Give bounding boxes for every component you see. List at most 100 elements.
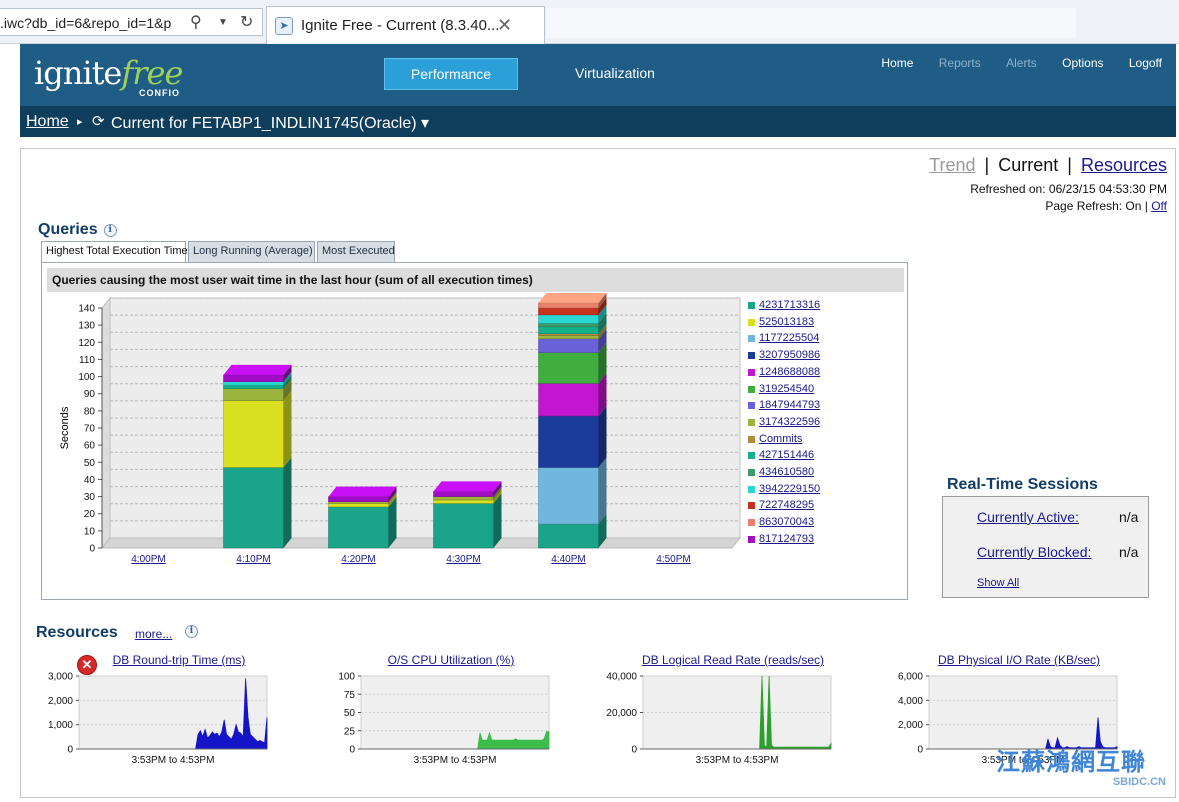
y-tick-label: 4,000	[898, 696, 923, 707]
y-tick-label: 120	[78, 338, 95, 349]
legend-swatch	[748, 452, 755, 460]
legend-label[interactable]: 817124793	[759, 532, 815, 545]
logo-text: ignitefree	[34, 54, 183, 92]
nav-logoff[interactable]: Logoff	[1128, 56, 1162, 70]
refreshed-on: Refreshed on: 06/23/15 04:53:30 PM	[970, 182, 1167, 196]
queries-stacked-bar-chart: 0 10 20 30 40 50 60 70 80 90 100 110 120 130 140 Second…	[59, 293, 742, 565]
nav-reports[interactable]: Reports	[938, 56, 981, 70]
browser-chrome: .iwc?db_id=6&repo_id=1&p ⚲ ▼ ↻ ➤ Ignite …	[0, 0, 1179, 44]
bar-segment-863070043	[538, 302, 599, 309]
mini-chart-title[interactable]: DB Physical I/O Rate (KB/sec)	[937, 653, 1101, 667]
mini-chart-title[interactable]: O/S CPU Utilization (%)	[387, 653, 515, 667]
legend-label[interactable]: 319254540	[759, 382, 815, 395]
legend-label[interactable]: 3207950986	[759, 349, 821, 362]
legend-label[interactable]: 1847944793	[759, 399, 821, 412]
bar-segment-817124793	[433, 491, 494, 497]
info-icon[interactable]: i	[185, 625, 198, 638]
tab-highest-total[interactable]: Highest Total Execution Time	[41, 241, 188, 263]
app-header: ignitefree CONFIO Performance Virtualiza…	[20, 44, 1176, 106]
address-url[interactable]: .iwc?db_id=6&repo_id=1&p	[0, 15, 172, 31]
y-tick-label: 20	[84, 509, 96, 520]
currently-blocked-link[interactable]: Currently Blocked:	[977, 544, 1092, 560]
x-tick-label[interactable]: 4:30PM	[446, 554, 480, 565]
bar-side-722748295	[598, 298, 607, 315]
resources-more-link[interactable]: more...	[135, 627, 173, 641]
x-tick-label[interactable]: 4:50PM	[656, 554, 690, 565]
y-tick-label: 1,000	[48, 720, 73, 731]
y-tick-label: 3,000	[48, 672, 73, 683]
bar-segment-3174322596	[538, 335, 599, 340]
legend-label[interactable]: 3174322596	[759, 415, 821, 428]
refresh-off-link[interactable]: Off	[1151, 199, 1167, 213]
address-bar[interactable]: .iwc?db_id=6&repo_id=1&p ⚲ ▼ ↻	[0, 8, 263, 36]
tab-long-running[interactable]: Long Running (Average)	[188, 241, 315, 262]
x-tick-label[interactable]: 4:10PM	[236, 554, 270, 565]
nav-alerts[interactable]: Alerts	[1006, 56, 1037, 70]
queries-title: Queries i	[38, 221, 117, 239]
refresh-cycle-icon[interactable]: ⟳	[92, 113, 105, 130]
close-icon[interactable]: ✕	[497, 15, 513, 35]
bar-side-427151446	[598, 316, 607, 334]
breadcrumb-arrow-icon: ▸	[77, 116, 83, 128]
refresh-icon[interactable]: ↻	[240, 14, 254, 31]
mini-chart-title[interactable]: DB Logical Read Rate (reads/sec)	[641, 653, 825, 667]
x-tick-label[interactable]: 4:40PM	[551, 554, 585, 565]
breadcrumb-home-link[interactable]: Home	[26, 113, 69, 130]
legend-label[interactable]: 863070043	[759, 516, 815, 529]
bar-side-427151446	[283, 375, 292, 389]
chevron-down-icon[interactable]: ▼	[218, 17, 228, 28]
x-tick-label[interactable]: 4:00PM	[131, 554, 165, 565]
x-tick-label[interactable]: 4:20PM	[341, 554, 375, 565]
nav-options[interactable]: Options	[1062, 56, 1104, 70]
refresh-info: Refreshed on: 06/23/15 04:53:30 PM Page …	[970, 181, 1167, 215]
breadcrumb: Home ▸ ⟳ Current for FETABP1_INDLIN1745(…	[20, 106, 1176, 137]
bar-side-3174322596	[598, 325, 607, 339]
legend-label[interactable]: 525013183	[759, 315, 815, 328]
bar-side-4231713316	[598, 514, 607, 548]
legend-label[interactable]: 1177225504	[759, 332, 820, 345]
watermark-text: 江蘇鴻網互聯	[996, 748, 1146, 776]
resources-title: Resources	[36, 624, 118, 641]
view-switch: Trend | Current | Resources	[929, 155, 1167, 175]
time-range-label: 3:53PM to 4:53PM	[696, 755, 779, 766]
bar-segment-319254540	[538, 352, 599, 384]
browser-tab[interactable]: ➤ Ignite Free - Current (8.3.40... ✕	[266, 6, 545, 44]
bar-side-1177225504	[598, 457, 607, 524]
trend-link[interactable]: Trend	[929, 155, 976, 175]
legend-swatch	[748, 535, 755, 543]
legend-label[interactable]: Commits	[759, 432, 803, 445]
new-tab-area[interactable]	[546, 8, 1076, 38]
bar-side-3174322596	[493, 486, 502, 500]
legend-label[interactable]: 3942229150	[759, 482, 821, 495]
tab-performance[interactable]: Performance	[384, 58, 518, 90]
bar-side-525013183	[283, 390, 292, 468]
legend-label[interactable]: 4231713316	[759, 299, 821, 311]
legend-swatch	[748, 335, 755, 343]
bar-side-3942229150	[598, 304, 607, 324]
page-refresh-label: Page Refresh: On |	[1045, 199, 1152, 213]
y-tick-label: 50	[84, 458, 96, 469]
show-all-link[interactable]: Show All	[977, 577, 1020, 589]
y-tick-label: 25	[344, 726, 356, 737]
info-icon[interactable]: i	[103, 224, 117, 237]
legend-swatch	[748, 385, 755, 393]
bar-segment-3174322596	[328, 501, 389, 504]
ignite-free-logo[interactable]: ignitefree CONFIO	[34, 48, 184, 102]
legend-label[interactable]: 1248688088	[759, 365, 821, 378]
currently-active-link[interactable]: Currently Active:	[977, 509, 1079, 525]
y-tick-label: 0	[917, 745, 923, 756]
nav-home[interactable]: Home	[881, 56, 914, 70]
legend-label[interactable]: 434610580	[759, 466, 815, 478]
y-tick-label: 20,000	[606, 708, 637, 719]
breadcrumb-current-db[interactable]: Current for FETABP1_INDLIN1745(Oracle) ▾	[111, 115, 430, 132]
legend-label[interactable]: 427151446	[759, 449, 815, 462]
resources-link[interactable]: Resources	[1080, 155, 1167, 175]
legend-label[interactable]: 722748295	[759, 499, 815, 512]
search-icon[interactable]: ⚲	[190, 14, 202, 31]
tab-virtualization[interactable]: Virtualization	[575, 65, 655, 81]
tab-most-executed[interactable]: Most Executed	[317, 241, 395, 262]
mini-chart-title[interactable]: DB Round-trip Time (ms)	[112, 653, 246, 667]
time-range-label: 3:53PM to 4:53PM	[414, 755, 497, 766]
current-label: Current	[998, 155, 1059, 175]
y-tick-label: 130	[78, 321, 95, 332]
